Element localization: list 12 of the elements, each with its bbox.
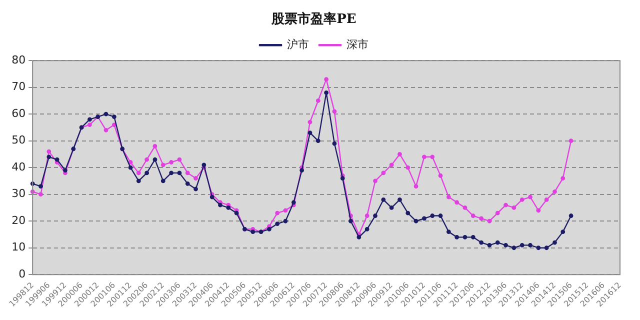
y-tick-label: 40 <box>12 160 26 174</box>
y-tick-label: 10 <box>12 240 26 254</box>
y-tick-label: 70 <box>12 80 26 94</box>
y-tick-label: 80 <box>12 53 26 66</box>
y-tick-label: 0 <box>18 267 26 280</box>
legend-label: 沪市 <box>287 38 309 51</box>
y-tick-label: 30 <box>12 187 26 200</box>
legend-label: 深市 <box>346 38 368 51</box>
y-tick-label: 50 <box>12 134 26 147</box>
chart-title: 股票市盈率PE <box>270 11 356 28</box>
y-tick-label: 20 <box>12 214 26 227</box>
y-tick-label: 60 <box>12 106 26 120</box>
